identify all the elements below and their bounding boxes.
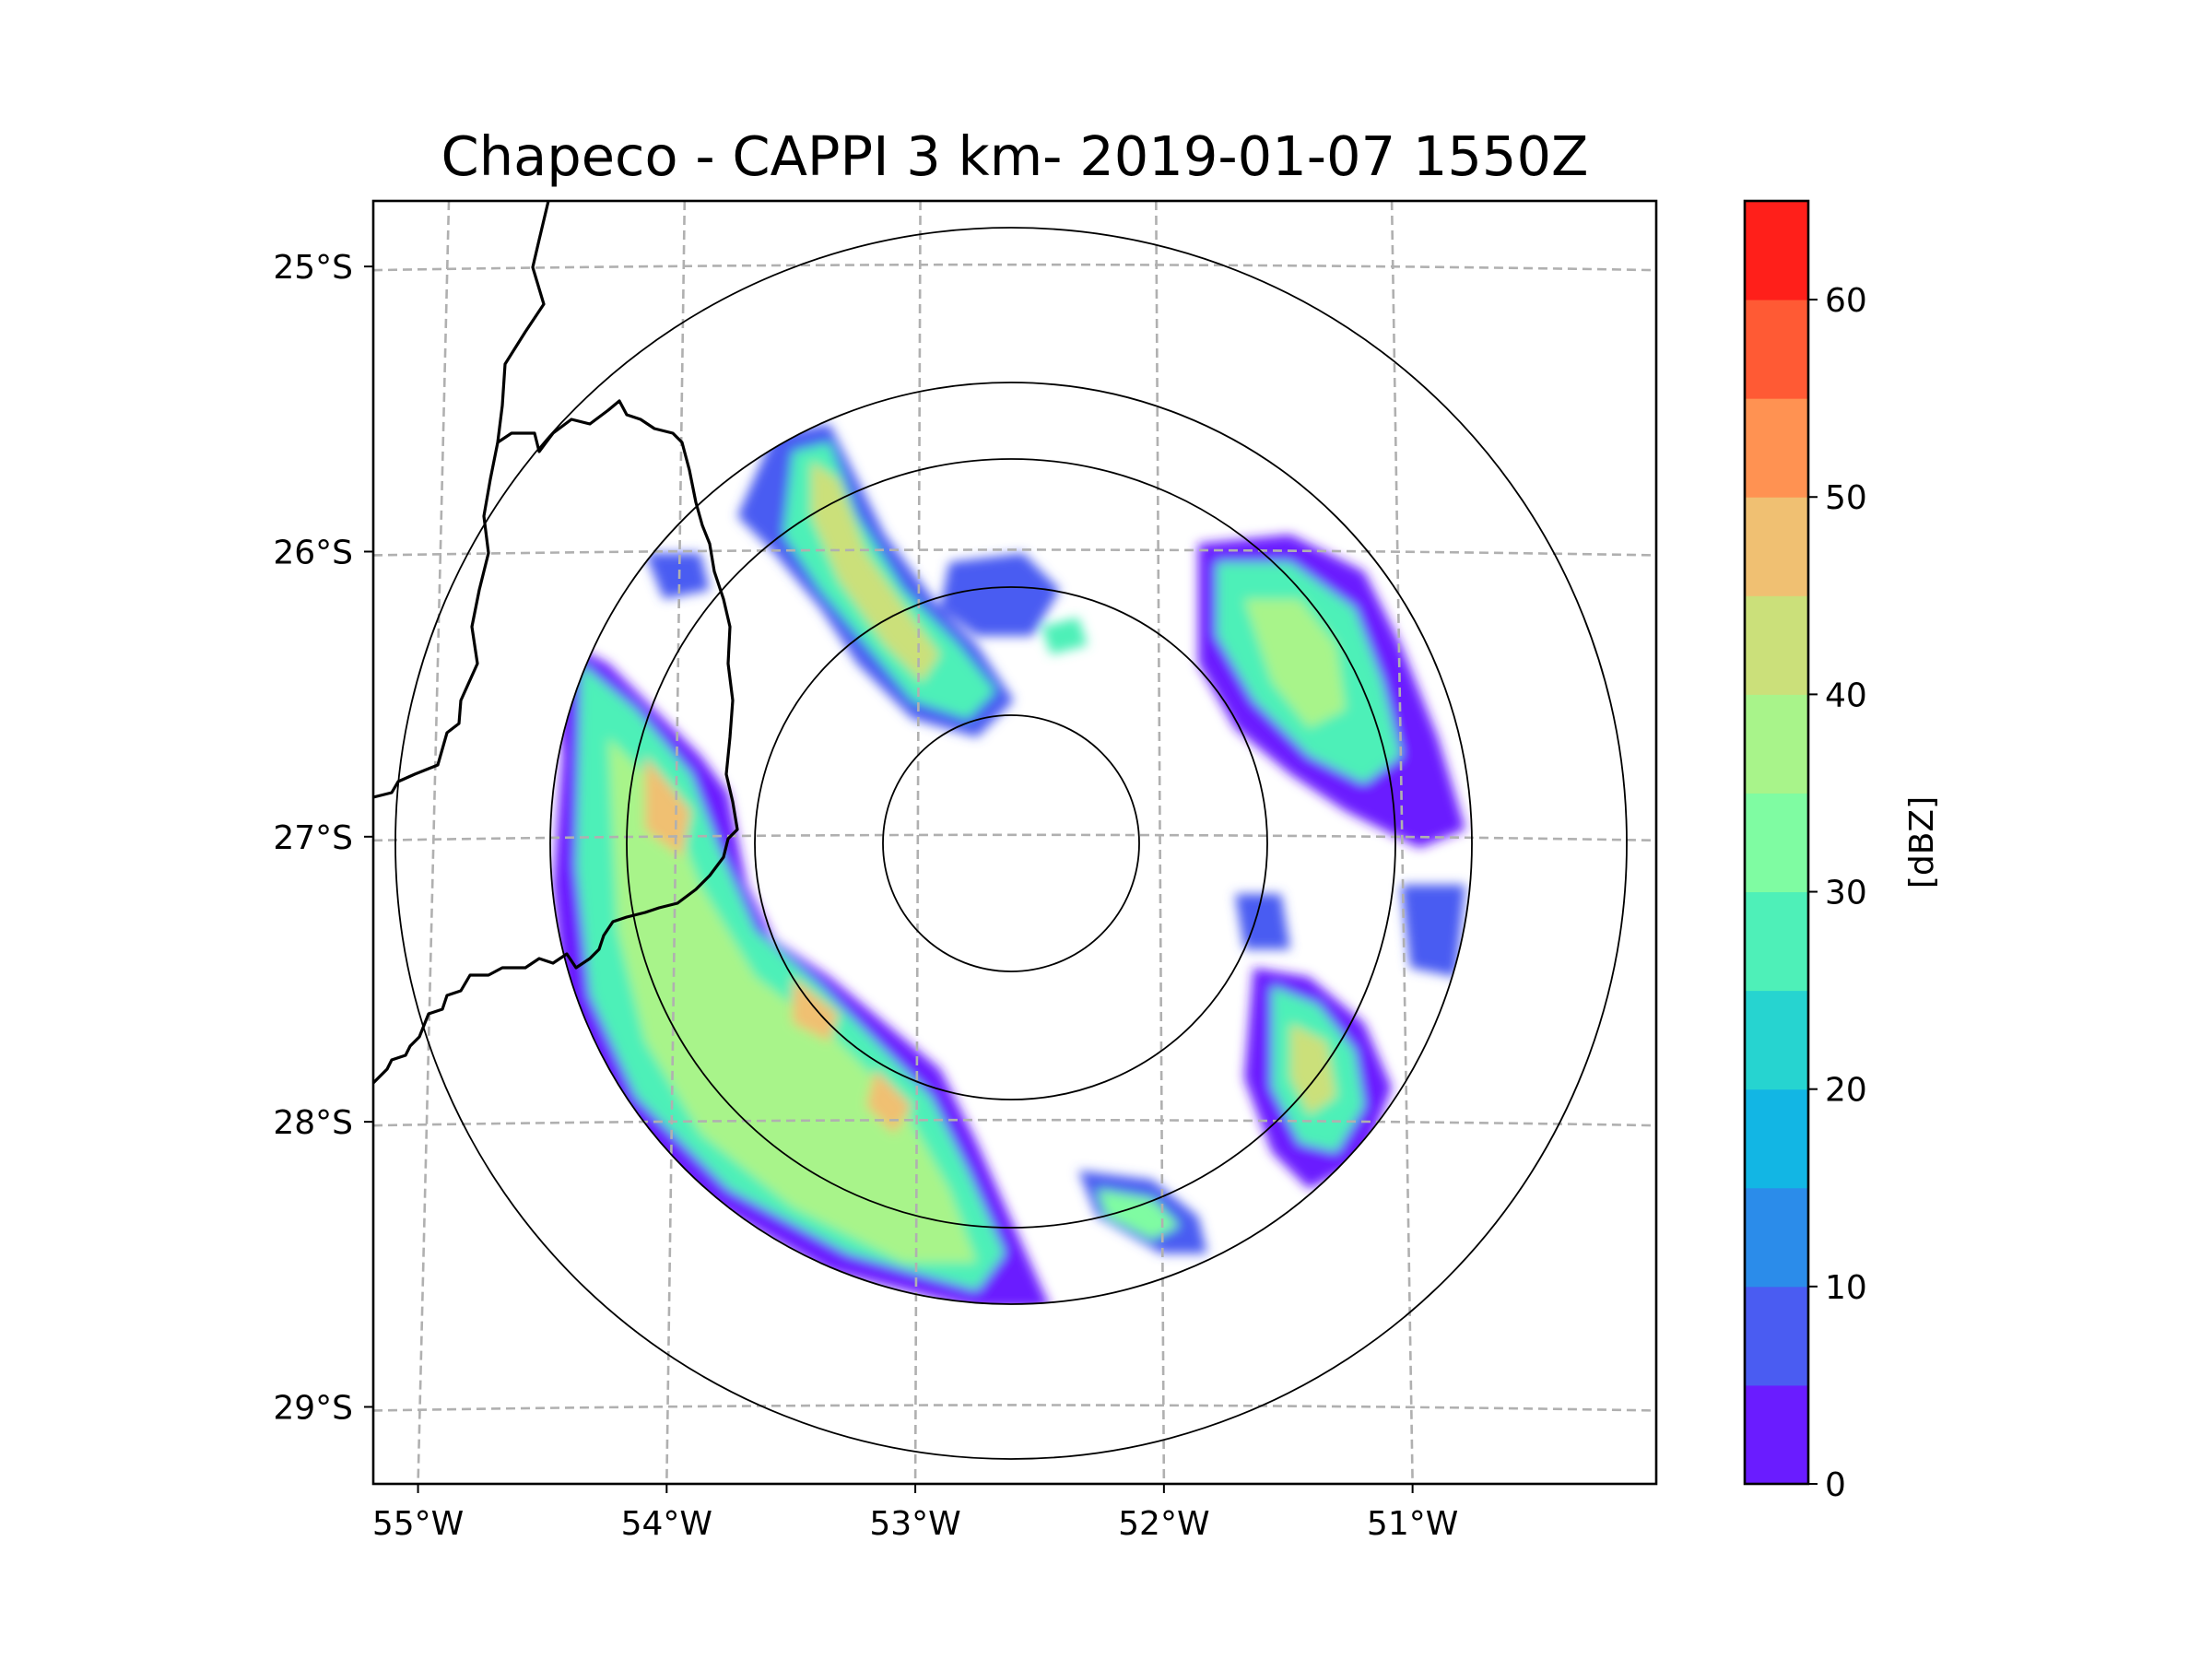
meridian-line (913, 201, 922, 1484)
echo-cell-south-core (1097, 1189, 1180, 1240)
colorbar-tick-label: 50 (1825, 479, 1867, 517)
state-borders (373, 201, 739, 1085)
echo-cell-north-centre-core (1041, 618, 1088, 654)
parallel-line (373, 1404, 1656, 1412)
range-ring-150km (626, 458, 1396, 1229)
range-ring-data-edge (549, 382, 1473, 1305)
colorbar-swatch (1745, 1088, 1808, 1189)
echo-cell-east-inner (1235, 894, 1290, 949)
colorbar-swatch (1745, 694, 1808, 794)
longitude-tick-labels: 55°W 54°W 53°W 52°W 51°W (372, 1484, 1458, 1543)
colorbar-swatch (1745, 1187, 1808, 1288)
colorbar-tick-label: 10 (1825, 1269, 1867, 1307)
border-line-west (373, 201, 550, 799)
parallel-line (373, 1118, 1656, 1127)
echo-band-southwest-core (608, 737, 977, 1263)
parallel-line (373, 833, 1656, 842)
echo-cell-north-centre (940, 553, 1060, 636)
echo-cluster-southeast-core (1290, 1023, 1336, 1115)
colorbar-swatch (1745, 300, 1808, 399)
colorbar-swatch (1745, 595, 1808, 695)
echo-cell-southwest-2 (866, 1069, 912, 1134)
lon-tick-label: 53°W (869, 1505, 960, 1543)
colorbar-label: [dBZ] (1903, 796, 1941, 888)
range-rings (394, 227, 1628, 1460)
colorbar-frame (1743, 199, 1810, 1486)
colorbar-swatch (1745, 891, 1808, 992)
echo-cell-west-1 (645, 756, 691, 857)
echo-field (553, 424, 1465, 1304)
parallel-line (373, 548, 1656, 557)
lat-tick-label: 29°S (273, 1389, 353, 1427)
range-ring-240km (394, 227, 1628, 1460)
map-frame (371, 199, 1658, 1486)
lon-tick-label: 54°W (621, 1505, 712, 1543)
echo-cluster-east-core (1244, 599, 1346, 728)
colorbar-swatch (1745, 201, 1808, 300)
colorbar-swatch (1745, 990, 1808, 1090)
meridian-line (1390, 201, 1414, 1484)
echo-band-northwest-core (811, 461, 940, 682)
colorbar-tick-label: 20 (1825, 1072, 1867, 1110)
colorbar-swatch (1745, 793, 1808, 893)
echo-cell-northwest-small (645, 553, 710, 599)
colorbar-swatch (1745, 497, 1808, 596)
colorbar-tick-label: 0 (1825, 1466, 1846, 1504)
colorbar-swatches (1745, 201, 1808, 1485)
range-ring-50km (882, 714, 1140, 972)
colorbar-swatch (1745, 1286, 1808, 1386)
colorbar-tick-label: 40 (1825, 677, 1867, 714)
colorbar-swatch (1745, 398, 1808, 498)
colorbar: 0 10 20 30 40 50 60 [dBZ] (1743, 199, 1941, 1504)
lat-tick-label: 25°S (273, 249, 353, 287)
graticule (373, 201, 1656, 1484)
lat-tick-label: 28°S (273, 1104, 353, 1142)
meridian-line (665, 201, 687, 1484)
parallel-line (373, 263, 1656, 272)
reflectivity-echoes (553, 424, 1465, 1304)
lat-tick-label: 27°S (273, 819, 353, 857)
echo-cell-far-east (1401, 885, 1465, 977)
colorbar-tick-label: 60 (1825, 282, 1867, 320)
chart-title: Chapeco - CAPPI 3 km- 2019-01-07 1550Z (441, 124, 1589, 188)
meridian-line (1155, 201, 1166, 1484)
map-plot-area (371, 199, 1658, 1486)
border-line-argentina (373, 399, 739, 1085)
lat-tick-label: 26°S (273, 534, 353, 571)
colorbar-swatch (1745, 1384, 1808, 1485)
colorbar-ticks: 0 10 20 30 40 50 60 (1808, 282, 1867, 1504)
colorbar-tick-label: 30 (1825, 875, 1867, 912)
meridian-line (417, 201, 451, 1484)
lon-tick-label: 52°W (1118, 1505, 1209, 1543)
lon-tick-label: 51°W (1367, 1505, 1458, 1543)
lon-tick-label: 55°W (372, 1505, 464, 1543)
range-ring-100km (754, 586, 1268, 1100)
latitude-tick-labels: 25°S 26°S 27°S 28°S 29°S (273, 249, 373, 1427)
